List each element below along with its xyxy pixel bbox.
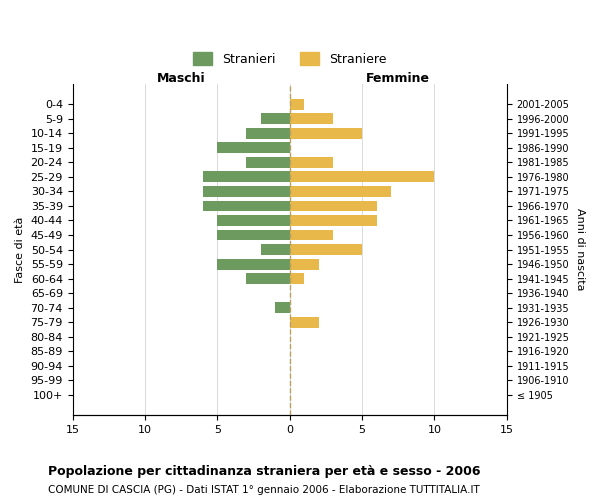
- Bar: [217, 215, 290, 226]
- Bar: [261, 244, 290, 255]
- Bar: [290, 186, 391, 197]
- Bar: [290, 200, 377, 211]
- Bar: [290, 258, 319, 270]
- Bar: [290, 172, 434, 182]
- Bar: [290, 316, 319, 328]
- Text: Femmine: Femmine: [366, 72, 430, 86]
- Text: Popolazione per cittadinanza straniera per età e sesso - 2006: Popolazione per cittadinanza straniera p…: [48, 465, 481, 478]
- Y-axis label: Anni di nascita: Anni di nascita: [575, 208, 585, 291]
- Text: Maschi: Maschi: [157, 72, 206, 86]
- Bar: [203, 172, 290, 182]
- Legend: Stranieri, Straniere: Stranieri, Straniere: [188, 47, 392, 70]
- Bar: [290, 273, 304, 284]
- Bar: [290, 230, 333, 240]
- Bar: [261, 114, 290, 124]
- Bar: [217, 230, 290, 240]
- Bar: [247, 128, 290, 139]
- Bar: [275, 302, 290, 313]
- Bar: [290, 114, 333, 124]
- Bar: [290, 244, 362, 255]
- Bar: [247, 157, 290, 168]
- Bar: [290, 99, 304, 110]
- Bar: [217, 258, 290, 270]
- Bar: [203, 186, 290, 197]
- Bar: [290, 128, 362, 139]
- Bar: [290, 215, 377, 226]
- Bar: [290, 157, 333, 168]
- Bar: [203, 200, 290, 211]
- Y-axis label: Fasce di età: Fasce di età: [15, 216, 25, 282]
- Bar: [247, 273, 290, 284]
- Bar: [217, 142, 290, 154]
- Text: COMUNE DI CASCIA (PG) - Dati ISTAT 1° gennaio 2006 - Elaborazione TUTTITALIA.IT: COMUNE DI CASCIA (PG) - Dati ISTAT 1° ge…: [48, 485, 480, 495]
